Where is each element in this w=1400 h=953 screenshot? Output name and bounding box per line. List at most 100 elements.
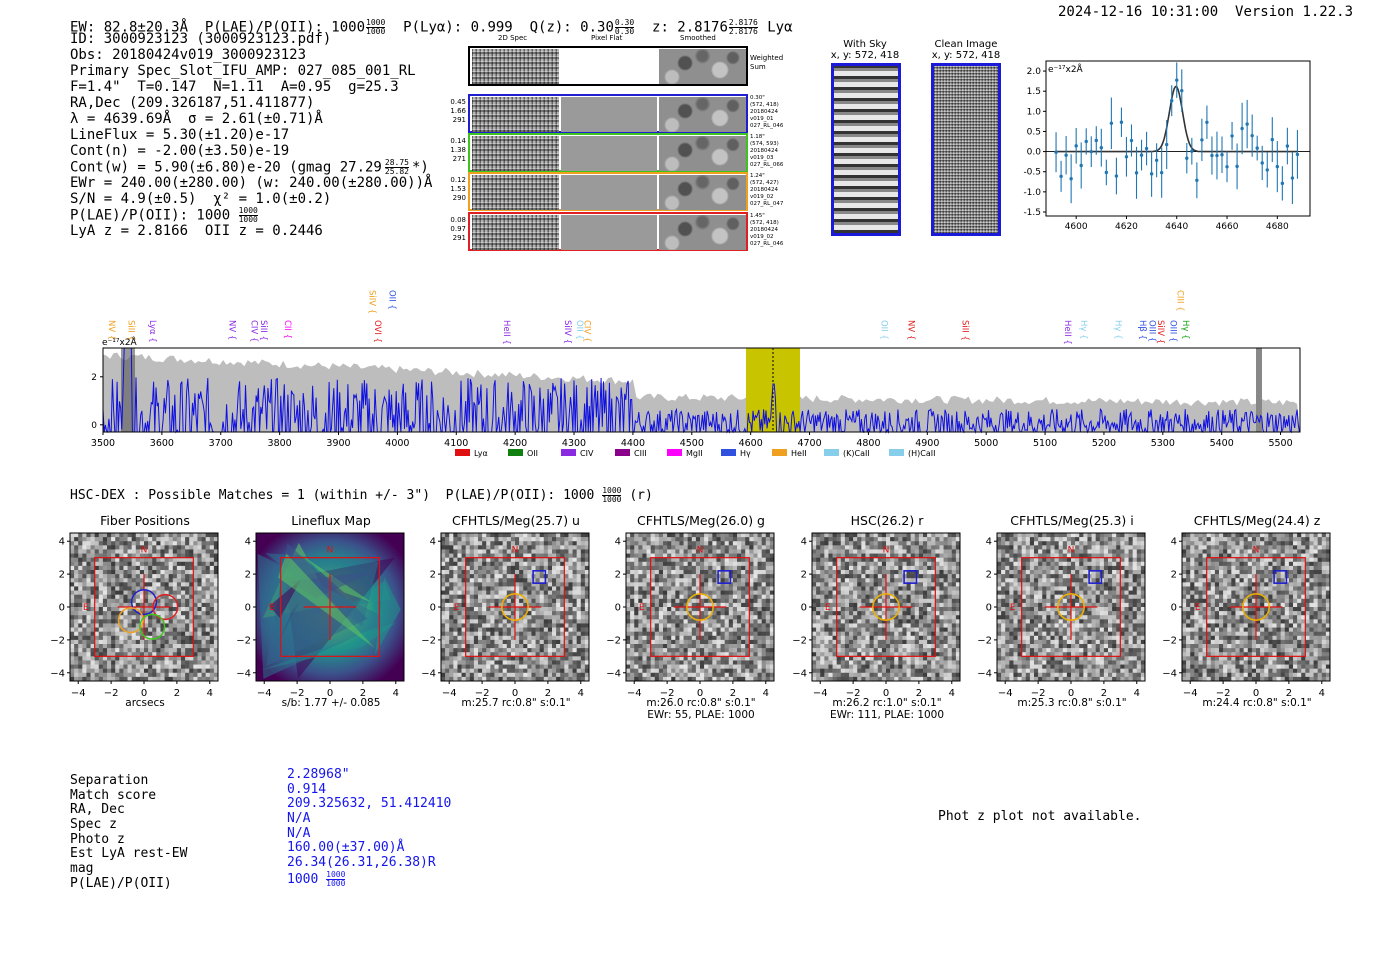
- spectrum-line: [102, 347, 1300, 434]
- match-summary-labels: Separation Match score RA, Dec Spec z Ph…: [70, 773, 187, 892]
- cutout-image: N E 4 2 0 −2 −4 −4 −2 0 2 4: [792, 532, 961, 699]
- full-plot-frame: [102, 347, 1301, 433]
- x-tick-label: 2: [174, 688, 180, 699]
- y-tick-label: 0: [91, 421, 97, 431]
- data-point: [1200, 138, 1204, 142]
- data-point: [1094, 138, 1098, 143]
- y-tick-label: 4: [245, 537, 251, 548]
- x-tick-label: 4700: [797, 438, 821, 449]
- legend-label: CIII: [634, 449, 647, 458]
- info-ewr: EWr = 240.00(±280.00) (w: 240.00(±280.00…: [70, 175, 433, 191]
- summary-label: Separation: [70, 773, 149, 788]
- cutout-image: N E 4 2 0 −2 −4 −4 −2 0 2 4: [977, 532, 1146, 699]
- fiber-row-1-values: 0.45 1.66 291: [450, 98, 466, 124]
- x-tick-label: 2: [1286, 688, 1292, 699]
- emission-line-markers: NV {SiII {Lyα {NV {CIV {SiII {CII {SiIV …: [106, 290, 1190, 345]
- phot-z-note: Phot z plot not available.: [938, 809, 1142, 824]
- summary-value: N/A: [287, 811, 311, 827]
- summary-value: 0.914: [287, 781, 327, 797]
- x-tick-label: 2: [916, 688, 922, 699]
- north-label: N: [141, 546, 148, 556]
- y-tick-label: 2: [245, 570, 251, 581]
- fiber-circle: [139, 613, 166, 640]
- data-point: [1154, 158, 1159, 162]
- aperture-circle: [1242, 593, 1270, 621]
- x-tick-label: 4680: [1266, 222, 1289, 232]
- cutout-title: CFHTLS/Meg(24.4) z: [1193, 513, 1321, 528]
- x-tick-label: −2: [1031, 688, 1046, 699]
- x-tick-label: 4400: [621, 438, 645, 449]
- line-marker-label: SiIV {: [367, 290, 377, 314]
- data-point: [1195, 178, 1199, 183]
- col-header-smoothed: Smoothed: [680, 34, 716, 42]
- z-fraction: 2.8176 2.8176: [728, 18, 758, 36]
- y-tick-label: 4: [1171, 537, 1177, 548]
- data-point: [1245, 122, 1249, 126]
- info-lambda: λ = 4639.69Å σ = 2.61(±0.71)Å: [70, 111, 323, 127]
- legend-swatch: [667, 449, 682, 456]
- line-marker-label: NV {: [227, 320, 237, 340]
- info-fit: F=1.4" T=0.147 N=1.11 A=0.95 g=25.3: [70, 79, 399, 95]
- data-point: [1164, 142, 1169, 147]
- info-contw: Cont(w) = 5.90(±6.80)e-20 (gmag 27.29 28.…: [70, 158, 429, 176]
- data-point: [1270, 137, 1274, 142]
- y-tick-label: 4: [986, 537, 992, 548]
- fiber-row-1-info: 0.30" (572, 418) 20180424 v019_01 027_RL_046: [750, 95, 784, 129]
- zoom-unit-label: e⁻¹⁷x2Å: [1048, 63, 1084, 75]
- data-point: [1190, 149, 1194, 153]
- header-right: 2024-12-16 10:31:00 Version 1.22.3: [1058, 4, 1353, 20]
- summary-value: 2.28968": [287, 767, 350, 782]
- data-point: [1285, 144, 1290, 148]
- match-marker: [903, 570, 918, 584]
- line-marker-label: SiII {: [960, 320, 970, 341]
- cutout-title: CFHTLS/Meg(25.3) i: [1010, 513, 1134, 528]
- x-tick-label: 4: [393, 688, 399, 699]
- line-marker-label: SiIV {: [1155, 320, 1165, 344]
- north-label: N: [1068, 546, 1075, 556]
- line-marker-label: CII {: [282, 320, 292, 339]
- east-label: E: [269, 603, 275, 613]
- data-point: [1185, 156, 1189, 160]
- y-tick-label: 0.0: [1027, 148, 1042, 158]
- data-point: [1109, 121, 1114, 125]
- x-tick-label: 5400: [1210, 438, 1234, 449]
- x-tick-label: 4900: [915, 438, 939, 449]
- z-line: Lyα: [767, 19, 793, 36]
- legend-label: (K)CaII: [843, 449, 870, 458]
- y-tick-label: 1.0: [1027, 107, 1042, 117]
- x-tick-label: 0: [141, 688, 147, 699]
- full-x-ticks: 3500 3600 3700 3800 3900 4000 4100 4200 4300 4400…: [91, 432, 1293, 449]
- summary-label: P(LAE)/P(OII): [70, 875, 172, 891]
- east-label: E: [1195, 603, 1201, 613]
- fiber-circle: [152, 593, 179, 621]
- x-tick-label: −2: [660, 688, 675, 699]
- full-unit-label: e⁻¹⁷x2Å: [102, 336, 138, 348]
- x-tick-label: −4: [71, 688, 86, 699]
- y-tick-label: −4: [1162, 668, 1177, 679]
- y-tick-label: −2: [50, 635, 65, 646]
- col-header-pixel-flat: Pixel Flat: [591, 34, 623, 42]
- x-tick-label: 5100: [1033, 438, 1057, 449]
- y-tick-label: −4: [50, 668, 65, 679]
- legend-swatch: [889, 449, 904, 456]
- y-tick-label: −2: [792, 635, 807, 646]
- aperture-circle: [501, 593, 529, 621]
- x-tick-label: 4: [1134, 688, 1140, 699]
- data-point: [1084, 139, 1088, 144]
- line-marker-label: CIV {: [248, 320, 258, 342]
- x-tick-label: 5300: [1151, 438, 1175, 449]
- cutout-image: N E 4 2 0 −2 −4 −4 −2 0 2 4: [1162, 532, 1331, 699]
- legend-swatch: [615, 449, 630, 456]
- zoom-y-ticks: 2.0 1.5 1.0 0.5 0.0 -0.5 -1.0 -1.5: [1023, 67, 1046, 218]
- match-marker: [532, 570, 547, 584]
- match-header: HSC-DEX : Possible Matches = 1 (within +…: [70, 486, 653, 504]
- legend-label: CIV: [580, 449, 594, 458]
- search-box: [1206, 557, 1306, 657]
- data-point: [1119, 120, 1124, 124]
- x-tick-label: 2: [360, 688, 366, 699]
- info-z: LyA z = 2.8166 OII z = 0.2446: [70, 223, 323, 239]
- east-label: E: [454, 603, 460, 613]
- y-tick-label: -0.5: [1023, 168, 1041, 178]
- y-tick-label: 4: [615, 537, 621, 548]
- cutout-image: N E 4 2 0 −2 −4 −4 −2 0 2 4: [421, 532, 590, 699]
